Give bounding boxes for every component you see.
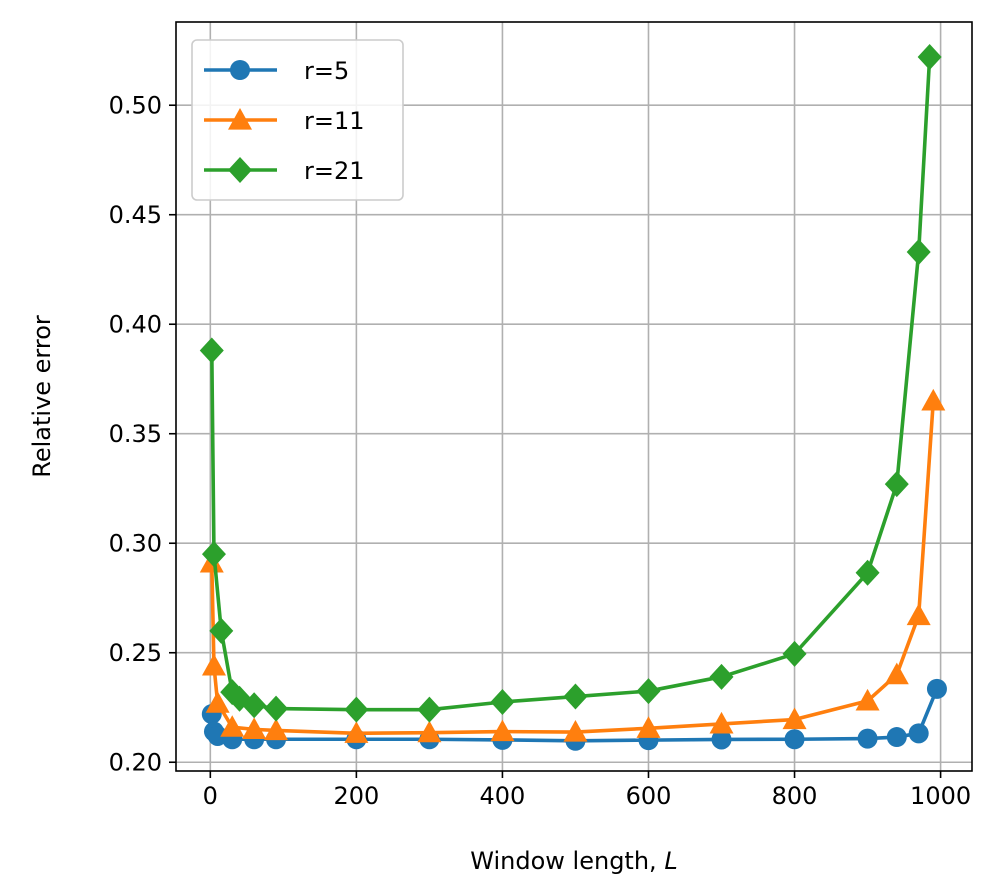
- data-point: [636, 716, 661, 738]
- legend-marker: [228, 157, 252, 183]
- legend-entry: r=5: [204, 57, 349, 85]
- data-point: [220, 715, 245, 737]
- data-point: [906, 238, 931, 265]
- legend-marker: [228, 108, 252, 130]
- grid: [176, 22, 972, 771]
- data-point: [782, 707, 807, 730]
- x-tick-label: 800: [772, 782, 818, 810]
- data-point: [209, 617, 234, 644]
- x-tick-label: 1000: [910, 782, 971, 810]
- y-tick-label: 0.50: [109, 92, 162, 120]
- y-tick-label: 0.45: [109, 201, 162, 229]
- data-point: [264, 718, 289, 741]
- y-tick-label: 0.25: [109, 639, 162, 667]
- x-tick-label: 200: [333, 782, 379, 810]
- x-tick-label: 0: [203, 782, 218, 810]
- data-point: [906, 603, 931, 626]
- data-point: [855, 559, 880, 586]
- data-point: [199, 337, 224, 364]
- y-tick-label: 0.40: [109, 311, 162, 339]
- data-point: [926, 678, 947, 699]
- x-axis-label-variable: L: [664, 847, 677, 875]
- data-point: [921, 388, 946, 411]
- legend-label: r=21: [304, 157, 365, 185]
- data-point: [709, 711, 734, 734]
- x-axis-label-text: Window length,: [470, 847, 664, 875]
- data-point: [344, 721, 369, 743]
- data-point: [917, 44, 942, 71]
- data-point: [711, 729, 732, 750]
- data-point: [242, 717, 267, 739]
- legend-entry: r=11: [204, 107, 365, 135]
- data-point: [264, 695, 289, 722]
- y-tick-label: 0.20: [109, 749, 162, 777]
- data-point: [884, 662, 909, 685]
- data-point: [857, 728, 878, 749]
- data-point: [201, 653, 226, 676]
- data-point: [417, 696, 442, 723]
- data-point: [563, 683, 588, 710]
- x-tick-label: 600: [626, 782, 672, 810]
- data-point: [344, 696, 369, 723]
- data-point: [908, 723, 929, 744]
- data-point: [490, 719, 515, 742]
- data-point: [784, 729, 805, 750]
- legend-entry: r=21: [204, 157, 365, 185]
- x-axis-label: Window length, L: [470, 847, 677, 875]
- legend-label: r=5: [304, 57, 349, 85]
- legend: r=5 r=11 r=21: [191, 39, 404, 201]
- legend-label: r=11: [304, 107, 365, 135]
- plot-series: [199, 44, 947, 751]
- data-point: [201, 541, 226, 568]
- data-point: [490, 689, 515, 716]
- y-tick-label: 0.35: [109, 420, 162, 448]
- series-r=21: [199, 44, 942, 723]
- legend-box: [191, 39, 404, 201]
- data-point: [709, 663, 734, 690]
- legend-marker: [230, 60, 250, 80]
- plot-frame: [175, 21, 973, 772]
- data-point: [417, 720, 442, 743]
- series-r=11: [199, 388, 946, 743]
- y-tick-label: 0.30: [109, 530, 162, 558]
- data-point: [855, 688, 880, 711]
- data-point: [636, 678, 661, 705]
- data-point: [884, 471, 909, 498]
- y-axis-label: Relative error: [28, 315, 56, 478]
- data-point: [782, 640, 807, 667]
- axis-ticks: 0 200 400 600 800 1000 0.20 0.25 0.30 0.35 0.40 0.4…: [109, 92, 972, 810]
- x-tick-label: 400: [480, 782, 526, 810]
- data-point: [242, 692, 267, 719]
- data-point: [563, 720, 588, 742]
- data-point: [205, 691, 230, 713]
- data-point: [886, 727, 907, 748]
